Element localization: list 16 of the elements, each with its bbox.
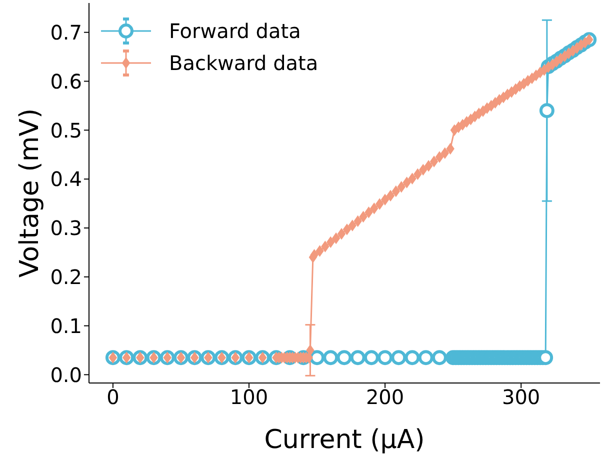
y-axis-title: Voltage (mV): [15, 108, 45, 278]
x-tick-label: 300: [502, 385, 540, 410]
y-tick-label: 0.3: [50, 216, 82, 240]
y-tick-label: 0.5: [50, 118, 82, 142]
y-tick-label: 0.2: [50, 264, 82, 289]
legend-label: Backward data: [169, 51, 318, 75]
x-tick-label: 100: [230, 385, 268, 410]
x-tick-label: 0: [106, 385, 120, 410]
legend-label: Forward data: [169, 19, 301, 43]
y-tick-label: 0.1: [50, 314, 82, 338]
x-tick-label: 200: [366, 385, 404, 410]
y-tick-label: 0.4: [50, 167, 82, 192]
y-tick-label: 0.0: [50, 362, 82, 387]
y-tick-label: 0.6: [50, 69, 82, 94]
x-axis-title: Current (μA): [264, 425, 425, 455]
y-tick-label: 0.7: [50, 20, 82, 44]
